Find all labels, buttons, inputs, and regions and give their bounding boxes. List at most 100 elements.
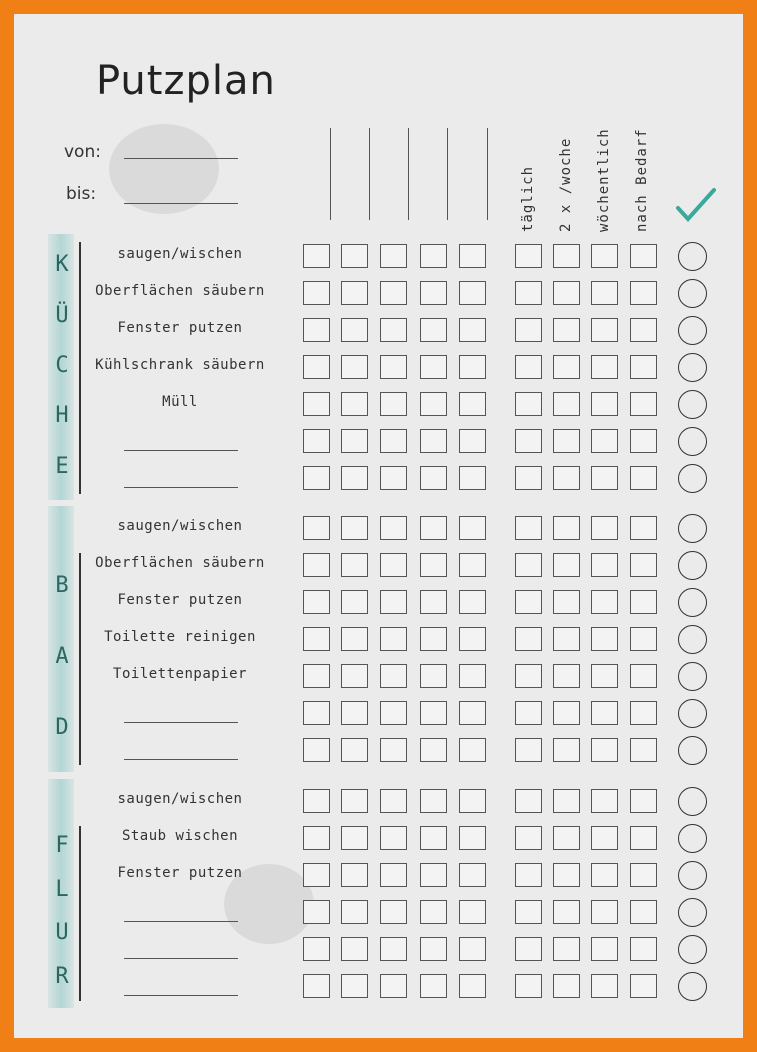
frequency-checkbox[interactable] [630, 863, 657, 887]
done-circle[interactable] [678, 427, 707, 456]
day-checkbox[interactable] [341, 318, 368, 342]
frequency-checkbox[interactable] [630, 789, 657, 813]
done-circle[interactable] [678, 824, 707, 853]
frequency-checkbox[interactable] [515, 937, 542, 961]
day-checkbox[interactable] [420, 281, 447, 305]
day-checkbox[interactable] [459, 355, 486, 379]
task-blank-line[interactable] [124, 450, 238, 451]
task-blank-line[interactable] [124, 487, 238, 488]
day-column-header-line[interactable] [487, 128, 488, 220]
day-checkbox[interactable] [420, 429, 447, 453]
day-checkbox[interactable] [303, 701, 330, 725]
day-checkbox[interactable] [380, 664, 407, 688]
day-checkbox[interactable] [303, 392, 330, 416]
day-checkbox[interactable] [459, 974, 486, 998]
day-checkbox[interactable] [459, 900, 486, 924]
day-checkbox[interactable] [303, 590, 330, 614]
day-checkbox[interactable] [341, 627, 368, 651]
day-checkbox[interactable] [303, 318, 330, 342]
day-checkbox[interactable] [380, 466, 407, 490]
day-checkbox[interactable] [459, 738, 486, 762]
frequency-checkbox[interactable] [553, 318, 580, 342]
frequency-checkbox[interactable] [515, 318, 542, 342]
day-checkbox[interactable] [341, 516, 368, 540]
frequency-checkbox[interactable] [515, 466, 542, 490]
frequency-checkbox[interactable] [591, 244, 618, 268]
day-checkbox[interactable] [380, 974, 407, 998]
frequency-checkbox[interactable] [630, 244, 657, 268]
done-circle[interactable] [678, 551, 707, 580]
frequency-checkbox[interactable] [553, 429, 580, 453]
day-column-header-line[interactable] [447, 128, 448, 220]
task-blank-line[interactable] [124, 921, 238, 922]
frequency-checkbox[interactable] [553, 355, 580, 379]
day-checkbox[interactable] [303, 466, 330, 490]
frequency-checkbox[interactable] [630, 318, 657, 342]
frequency-checkbox[interactable] [553, 281, 580, 305]
day-checkbox[interactable] [420, 826, 447, 850]
done-circle[interactable] [678, 699, 707, 728]
day-checkbox[interactable] [380, 863, 407, 887]
frequency-checkbox[interactable] [515, 900, 542, 924]
frequency-checkbox[interactable] [630, 429, 657, 453]
day-checkbox[interactable] [341, 281, 368, 305]
frequency-checkbox[interactable] [591, 900, 618, 924]
day-checkbox[interactable] [303, 664, 330, 688]
frequency-checkbox[interactable] [591, 701, 618, 725]
frequency-checkbox[interactable] [591, 590, 618, 614]
day-checkbox[interactable] [380, 789, 407, 813]
frequency-checkbox[interactable] [630, 738, 657, 762]
day-checkbox[interactable] [459, 664, 486, 688]
frequency-checkbox[interactable] [553, 900, 580, 924]
task-blank-line[interactable] [124, 722, 238, 723]
frequency-checkbox[interactable] [630, 553, 657, 577]
day-checkbox[interactable] [420, 863, 447, 887]
frequency-checkbox[interactable] [630, 664, 657, 688]
day-checkbox[interactable] [380, 429, 407, 453]
day-checkbox[interactable] [380, 590, 407, 614]
frequency-checkbox[interactable] [591, 738, 618, 762]
day-checkbox[interactable] [459, 826, 486, 850]
day-checkbox[interactable] [380, 937, 407, 961]
day-checkbox[interactable] [459, 516, 486, 540]
day-checkbox[interactable] [341, 429, 368, 453]
frequency-checkbox[interactable] [553, 466, 580, 490]
day-checkbox[interactable] [420, 466, 447, 490]
day-checkbox[interactable] [459, 590, 486, 614]
frequency-checkbox[interactable] [515, 429, 542, 453]
frequency-checkbox[interactable] [515, 738, 542, 762]
frequency-checkbox[interactable] [553, 826, 580, 850]
done-circle[interactable] [678, 464, 707, 493]
frequency-checkbox[interactable] [630, 466, 657, 490]
frequency-checkbox[interactable] [630, 900, 657, 924]
day-checkbox[interactable] [420, 701, 447, 725]
day-checkbox[interactable] [303, 738, 330, 762]
frequency-checkbox[interactable] [553, 392, 580, 416]
frequency-checkbox[interactable] [591, 553, 618, 577]
day-checkbox[interactable] [341, 664, 368, 688]
day-checkbox[interactable] [303, 429, 330, 453]
frequency-checkbox[interactable] [515, 355, 542, 379]
frequency-checkbox[interactable] [630, 826, 657, 850]
day-checkbox[interactable] [459, 789, 486, 813]
frequency-checkbox[interactable] [515, 826, 542, 850]
frequency-checkbox[interactable] [553, 701, 580, 725]
day-checkbox[interactable] [420, 738, 447, 762]
done-circle[interactable] [678, 861, 707, 890]
done-circle[interactable] [678, 514, 707, 543]
frequency-checkbox[interactable] [591, 974, 618, 998]
day-checkbox[interactable] [303, 553, 330, 577]
day-checkbox[interactable] [303, 789, 330, 813]
frequency-checkbox[interactable] [630, 590, 657, 614]
day-checkbox[interactable] [303, 627, 330, 651]
day-checkbox[interactable] [303, 863, 330, 887]
done-circle[interactable] [678, 279, 707, 308]
from-field-line[interactable] [124, 158, 238, 159]
day-column-header-line[interactable] [369, 128, 370, 220]
task-blank-line[interactable] [124, 759, 238, 760]
day-checkbox[interactable] [459, 701, 486, 725]
day-checkbox[interactable] [303, 937, 330, 961]
frequency-checkbox[interactable] [515, 590, 542, 614]
day-checkbox[interactable] [380, 627, 407, 651]
day-checkbox[interactable] [459, 937, 486, 961]
